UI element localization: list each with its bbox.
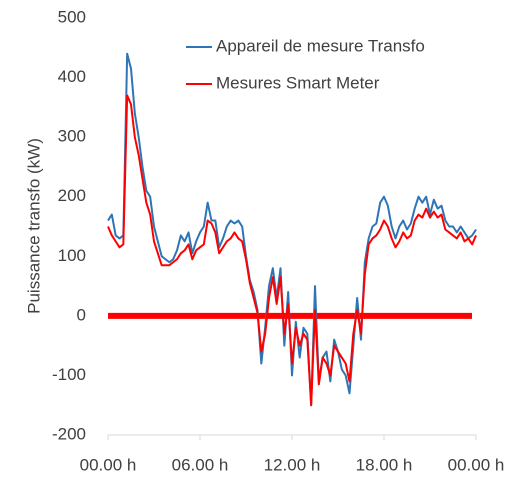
series-line (107, 94, 477, 407)
x-tick-label: 06.00 h (172, 455, 229, 474)
y-axis-label: Puissance transfo (kW) (24, 138, 43, 314)
y-tick-label: 200 (58, 186, 86, 205)
y-tick-label: 500 (58, 7, 86, 26)
x-tick-label: 18.00 h (356, 455, 413, 474)
y-tick-label: 0 (77, 305, 86, 324)
y-tick-label: -100 (52, 365, 86, 384)
legend-label: Appareil de mesure Transfo (216, 36, 425, 55)
y-tick-label: 400 (58, 67, 86, 86)
y-tick-label: 300 (58, 127, 86, 146)
y-tick-label: -200 (52, 424, 86, 443)
series-line (107, 52, 477, 407)
x-tick-label: 00.00 h (80, 455, 137, 474)
x-tick-label: 00.00 h (448, 455, 505, 474)
x-tick-label: 12.00 h (264, 455, 321, 474)
y-tick-label: 100 (58, 246, 86, 265)
legend-label: Mesures Smart Meter (216, 73, 380, 92)
